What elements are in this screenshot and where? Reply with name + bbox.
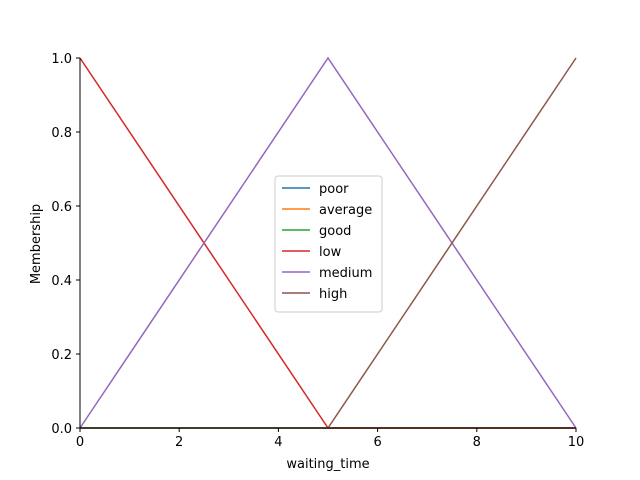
x-tick-label: 10: [568, 435, 585, 450]
legend-label-low: low: [319, 245, 342, 260]
y-tick-label: 0.4: [51, 274, 72, 289]
x-axis-label: waiting_time: [286, 457, 369, 472]
x-tick-label: 8: [473, 435, 481, 450]
x-tick-label: 0: [76, 435, 84, 450]
legend-label-poor: poor: [319, 182, 349, 197]
y-axis-label: Membership: [29, 204, 44, 284]
legend-label-medium: medium: [319, 266, 372, 281]
x-tick-label: 2: [175, 435, 183, 450]
legend: poor average good low medium high: [274, 175, 383, 313]
legend-label-good: good: [319, 224, 351, 239]
y-tick-label: 0.0: [51, 422, 72, 437]
y-tick-label: 0.8: [51, 126, 72, 141]
x-tick-label: 4: [274, 435, 282, 450]
legend-label-average: average: [319, 203, 372, 218]
legend-label-high: high: [319, 287, 347, 302]
x-tick-label: 6: [373, 435, 381, 450]
y-tick-label: 0.6: [51, 200, 72, 215]
axes: [79, 58, 576, 429]
legend-frame: [274, 175, 383, 313]
y-tick-label: 1.0: [51, 52, 72, 67]
ticks: 0 2 4 6 8 10 0.0 0.2 0.4 0.6 0.8 1.0: [51, 52, 584, 450]
series-line-medium: [79, 56, 577, 429]
y-tick-label: 0.2: [51, 348, 72, 363]
